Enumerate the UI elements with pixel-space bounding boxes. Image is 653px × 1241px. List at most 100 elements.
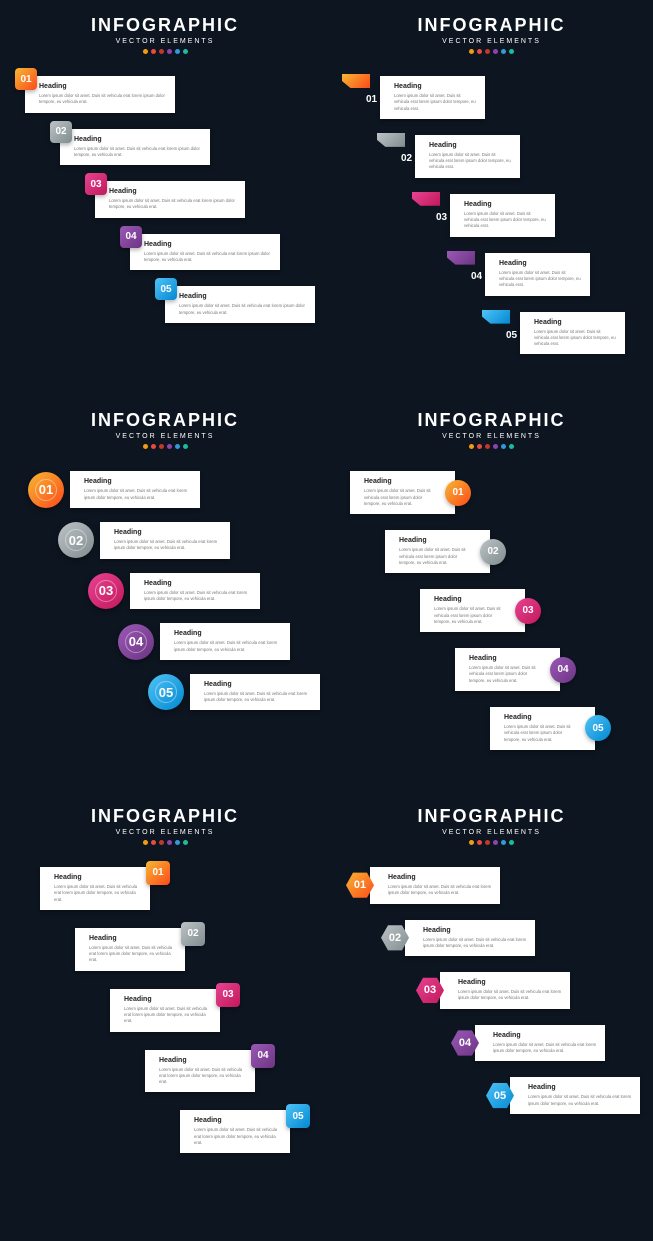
step-body: Lorem ipsum dolor sit amet. Duis sit veh… (74, 146, 202, 159)
step-body: Lorem ipsum dolor sit amet. Duis sit veh… (504, 724, 577, 743)
step-heading: Heading (399, 537, 472, 544)
step-arrow-wrap: 01 (342, 74, 382, 105)
step-heading: Heading (204, 681, 312, 688)
dot (159, 444, 164, 449)
step-number-hexagon: 03 (416, 976, 444, 1004)
step-card: HeadingLorem ipsum dolor sit amet. Duis … (455, 648, 560, 691)
step-card: Heading Lorem ipsum dolor sit amet. Duis … (145, 1050, 255, 1093)
dot (183, 49, 188, 54)
step-number-badge: 03 (85, 173, 107, 195)
step-body: Lorem ipsum dolor sit amet. Duis sit veh… (429, 152, 512, 171)
dot (469, 444, 474, 449)
dots (10, 444, 320, 449)
dot (485, 444, 490, 449)
step-body: Lorem ipsum dolor sit amet. Duis sit veh… (394, 93, 477, 112)
step-heading: Heading (528, 1084, 632, 1091)
dot (175, 840, 180, 845)
step-card: HeadingLorem ipsum dolor sit amet. Duis … (180, 1110, 290, 1153)
title: INFOGRAPHIC (10, 15, 320, 36)
step-heading: Heading (423, 927, 527, 934)
step-body: Lorem ipsum dolor sit amet. Duis sit veh… (54, 884, 142, 903)
step-body: Lorem ipsum dolor sit amet. Duis sit veh… (174, 640, 282, 653)
dot (183, 444, 188, 449)
header: INFOGRAPHIC VECTOR ELEMENTS (10, 806, 320, 845)
dot (493, 840, 498, 845)
step-card: HeadingLorem ipsum dolor sit amet. Duis … (190, 674, 320, 711)
step-heading: Heading (174, 630, 282, 637)
step-body: Lorem ipsum dolor sit amet. Duis sit veh… (499, 270, 582, 289)
step-heading: Heading (84, 478, 192, 485)
arrow-icon (342, 74, 370, 88)
dot (175, 444, 180, 449)
step-body: Lorem ipsum dolor sit amet. Duis sit veh… (423, 937, 527, 950)
step-card: HeadingLorem ipsum dolor sit amet. Duis … (450, 194, 555, 237)
step-card: HeadingLorem ipsum dolor sit amet. Duis … (130, 234, 280, 271)
dot (509, 840, 514, 845)
dot (501, 49, 506, 54)
step-heading: Heading (194, 1117, 282, 1124)
step-body: Lorem ipsum dolor sit amet. Duis sit veh… (364, 488, 437, 507)
step-number-badge: 02 (50, 121, 72, 143)
dot (159, 49, 164, 54)
step-arrow-wrap: 02 (377, 133, 417, 164)
step-card: Heading Lorem ipsum dolor sit amet. Duis … (510, 1077, 640, 1114)
dot (175, 49, 180, 54)
step-card: Heading Lorem ipsum dolor sit amet. Duis … (160, 623, 290, 660)
dot (477, 840, 482, 845)
step-body: Lorem ipsum dolor sit amet. Duis sit veh… (124, 1006, 212, 1025)
dot (151, 49, 156, 54)
header: INFOGRAPHIC VECTOR ELEMENTS (340, 806, 643, 845)
dot (143, 49, 148, 54)
step-body: Lorem ipsum dolor sit amet. Duis sit veh… (159, 1067, 247, 1086)
step-number-badge: 01 (146, 861, 170, 885)
dot (143, 444, 148, 449)
step-card: Heading Lorem ipsum dolor sit amet. Duis … (380, 76, 485, 119)
step-card: HeadingLorem ipsum dolor sit amet. Duis … (165, 286, 315, 323)
step-card: Heading Lorem ipsum dolor sit amet. Duis … (415, 135, 520, 178)
step-number-hexagon: 02 (381, 924, 409, 952)
step-card: HeadingLorem ipsum dolor sit amet. Duis … (25, 76, 175, 113)
step-card: HeadingLorem ipsum dolor sit amet. Duis … (95, 181, 245, 218)
header: INFOGRAPHIC VECTOR ELEMENTS (340, 410, 643, 449)
step-body: Lorem ipsum dolor sit amet. Duis sit veh… (39, 93, 167, 106)
step-number-badge: 04 (251, 1044, 275, 1068)
step-arrow-wrap: 03 (412, 192, 452, 223)
step-card: Heading Lorem ipsum dolor sit amet. Duis … (405, 920, 535, 957)
steps-b: Heading Lorem ipsum dolor sit amet. Duis … (340, 76, 643, 354)
dot (485, 840, 490, 845)
dot (493, 444, 498, 449)
step-body: Lorem ipsum dolor sit amet. Duis sit veh… (528, 1094, 632, 1107)
step-heading: Heading (74, 136, 202, 143)
dot (469, 840, 474, 845)
subtitle: VECTOR ELEMENTS (340, 433, 643, 440)
step-number-circle: 01 (445, 480, 471, 506)
step-number: 02 (401, 153, 417, 164)
panel-a: INFOGRAPHIC VECTOR ELEMENTS HeadingLorem… (0, 15, 330, 400)
step-heading: Heading (504, 714, 577, 721)
dots (340, 49, 643, 54)
step-card: HeadingLorem ipsum dolor sit amet. Duis … (130, 573, 260, 610)
step-heading: Heading (159, 1057, 247, 1064)
step-body: Lorem ipsum dolor sit amet. Duis sit veh… (434, 606, 507, 625)
step-number-badge: 05 (155, 278, 177, 300)
step-heading: Heading (394, 83, 477, 90)
step-heading: Heading (429, 142, 512, 149)
step-number-circle: 03 (515, 598, 541, 624)
step-number-hexagon: 05 (486, 1082, 514, 1110)
step-card: HeadingLorem ipsum dolor sit amet. Duis … (110, 989, 220, 1032)
dot (485, 49, 490, 54)
title: INFOGRAPHIC (340, 806, 643, 827)
step-body: Lorem ipsum dolor sit amet. Duis sit veh… (114, 539, 222, 552)
step-card: HeadingLorem ipsum dolor sit amet. Duis … (440, 972, 570, 1009)
step-card: Heading Lorem ipsum dolor sit amet. Duis … (60, 129, 210, 166)
step-arrow-wrap: 05 (482, 310, 522, 341)
panel-e: INFOGRAPHIC VECTOR ELEMENTS Heading Lorem… (0, 806, 330, 1201)
dot (509, 49, 514, 54)
steps-e: Heading Lorem ipsum dolor sit amet. Duis … (10, 867, 320, 1153)
step-heading: Heading (144, 241, 272, 248)
dot (167, 840, 172, 845)
dot (183, 840, 188, 845)
title: INFOGRAPHIC (10, 806, 320, 827)
title: INFOGRAPHIC (340, 410, 643, 431)
step-number-circle: 02 (58, 522, 94, 558)
